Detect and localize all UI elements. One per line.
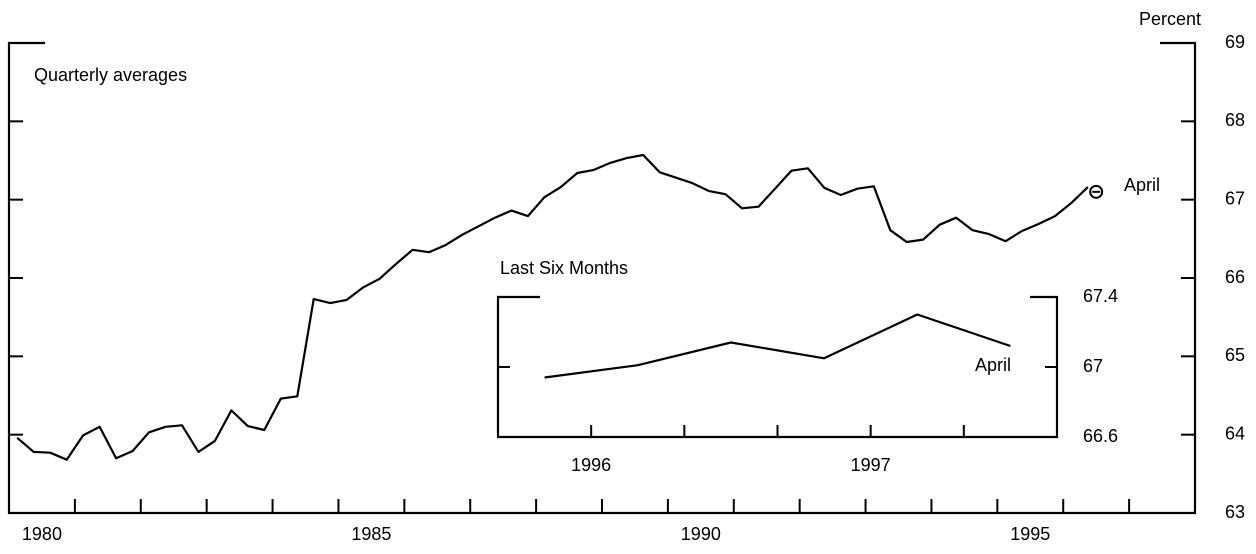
annotation: Quarterly averages [34,65,187,85]
point-marker [1089,184,1104,199]
y-tick-label: 68 [1225,110,1245,130]
main-frame [7,41,1197,515]
inset-y-tick-label: 66.6 [1083,426,1118,446]
x-tick-label: 1985 [351,524,391,544]
inset-x-tick-label: 1996 [571,455,611,475]
y-tick-label: 67 [1225,188,1245,208]
inset-annotation: April [975,355,1011,375]
inset-frame [496,295,1059,439]
y-tick-label: 69 [1225,32,1245,52]
y-tick-label: 64 [1225,423,1245,443]
y-tick-label: 66 [1225,267,1245,287]
point-label: April [1124,175,1160,195]
x-tick-label: 1980 [22,524,62,544]
data-line [544,313,1011,379]
inset-x-tick-label: 1997 [851,455,891,475]
axis-label: Percent [1139,9,1201,29]
x-tick-label: 1995 [1010,524,1050,544]
y-tick-label: 65 [1225,345,1245,365]
data-line [16,153,1089,461]
inset-y-tick-label: 67.4 [1083,286,1118,306]
inset-title: Last Six Months [500,258,628,278]
y-tick-label: 63 [1225,502,1245,522]
inset-y-tick-label: 67 [1083,356,1103,376]
axes [7,41,1197,515]
x-tick-label: 1990 [681,524,721,544]
inset-axes [496,295,1059,439]
